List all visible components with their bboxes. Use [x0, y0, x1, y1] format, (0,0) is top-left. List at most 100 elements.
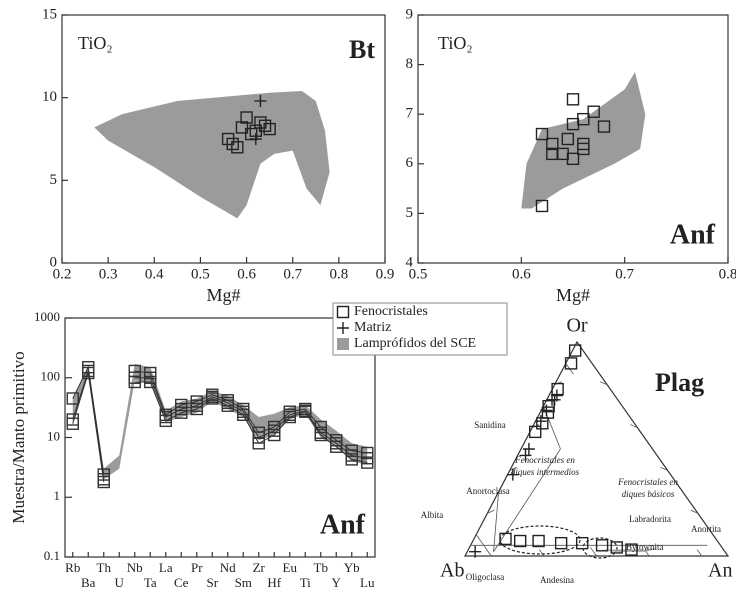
square-marker — [625, 543, 638, 556]
x-tick-label: 0.2 — [53, 266, 72, 282]
y-tick-label: 15 — [42, 6, 57, 22]
plus-marker — [519, 449, 532, 462]
field-boundary — [696, 549, 703, 557]
x-tick-label: 0.4 — [145, 266, 164, 282]
x-tick-label: Sm — [235, 575, 252, 590]
field-area — [602, 547, 659, 552]
square-marker — [542, 400, 555, 413]
square-marker — [587, 105, 600, 118]
y-axis-label: Muestra/Manto primitivo — [9, 351, 28, 523]
square-marker — [175, 406, 188, 419]
square-marker — [532, 534, 545, 548]
x-tick-label: 0.7 — [615, 266, 634, 282]
annotation: Anf — [670, 219, 716, 250]
square-marker — [263, 122, 276, 136]
field-area — [521, 72, 646, 209]
legend-label: Matriz — [354, 320, 391, 335]
y-tick-label: 9 — [406, 6, 414, 22]
annotation: TiO₂ — [78, 33, 113, 53]
x-tick-label: 0.3 — [99, 266, 118, 282]
y-tick-label: 1000 — [34, 309, 60, 324]
square-marker — [568, 344, 582, 357]
square-marker — [66, 392, 79, 405]
square-marker — [554, 536, 568, 550]
square-marker — [595, 539, 609, 552]
y-tick-label: 10 — [42, 89, 57, 105]
legend-label: Lamprófidos del SCE — [354, 336, 476, 351]
x-tick-label: Zr — [253, 560, 266, 575]
square-marker — [336, 305, 350, 319]
edge-tick — [487, 509, 698, 514]
square-marker — [190, 402, 203, 416]
y-tick-label: 1 — [54, 488, 61, 503]
plus-marker — [534, 415, 547, 428]
square-marker — [237, 408, 250, 421]
x-tick-label: Yb — [344, 560, 360, 575]
square-marker — [513, 534, 527, 548]
square-marker — [577, 112, 590, 126]
x-tick-label: Nb — [127, 560, 143, 575]
annotation: Anortoclasa — [466, 486, 509, 496]
field-boundary — [590, 547, 597, 557]
square-marker — [268, 428, 281, 442]
x-tick-label: Th — [97, 560, 112, 575]
square-marker — [564, 357, 578, 370]
square-marker — [330, 440, 343, 453]
y-tick-label: 7 — [406, 106, 414, 122]
plus-marker — [522, 443, 535, 455]
annotation: Bytownita — [626, 542, 664, 552]
sample-line — [134, 377, 368, 459]
annotation: Albita — [421, 510, 444, 520]
square-marker — [529, 425, 542, 439]
square-marker — [361, 456, 374, 469]
square-marker — [258, 119, 272, 132]
square-marker — [535, 199, 549, 213]
annotation: Anortita — [691, 524, 721, 534]
y-tick-label: 100 — [41, 369, 61, 384]
square-marker — [610, 541, 623, 554]
field-area — [94, 91, 330, 219]
y-tick-label: 6 — [406, 155, 414, 171]
plus-marker — [548, 393, 561, 406]
square-marker — [144, 375, 157, 389]
square-marker — [235, 121, 249, 134]
square-marker — [231, 141, 244, 154]
square-marker — [97, 475, 110, 489]
x-tick-label: La — [159, 560, 173, 575]
square-marker — [551, 382, 564, 396]
plot-frame — [61, 14, 386, 264]
x-tick-label: Tb — [314, 560, 328, 575]
plus-marker — [469, 545, 482, 558]
annotation: Oligoclasa — [466, 572, 505, 582]
square-marker — [128, 375, 141, 389]
annotation: Labradorita — [629, 514, 671, 524]
square-marker — [82, 366, 95, 380]
square-marker — [252, 437, 265, 450]
square-marker — [577, 142, 590, 156]
field-boundary — [539, 549, 545, 557]
x-tick-label: Ta — [144, 575, 157, 590]
square-marker — [221, 399, 234, 412]
y-tick-label: 5 — [406, 205, 414, 221]
x-axis-label: Mg# — [206, 285, 240, 305]
y-tick-label: 0 — [50, 254, 58, 270]
y-tick-label: 10 — [47, 428, 60, 443]
legend-box — [332, 302, 508, 356]
plot-frame — [417, 14, 729, 264]
x-tick-label: Eu — [283, 560, 298, 575]
x-tick-label: Pr — [191, 560, 203, 575]
annotation: Sanidina — [474, 420, 506, 430]
x-tick-label: Hf — [267, 575, 281, 590]
sample-line — [134, 381, 368, 464]
x-tick-label: 0.6 — [237, 266, 256, 282]
annotation: Fenocristales en — [617, 477, 678, 487]
x-tick-label: 0.5 — [409, 266, 428, 282]
annotation: Anf — [320, 509, 366, 540]
x-tick-label: Ti — [300, 575, 311, 590]
annotation: TiO₂ — [438, 33, 473, 53]
x-tick-label: Ba — [81, 575, 96, 590]
plus-marker — [506, 468, 519, 481]
x-tick-label: Rb — [65, 560, 80, 575]
